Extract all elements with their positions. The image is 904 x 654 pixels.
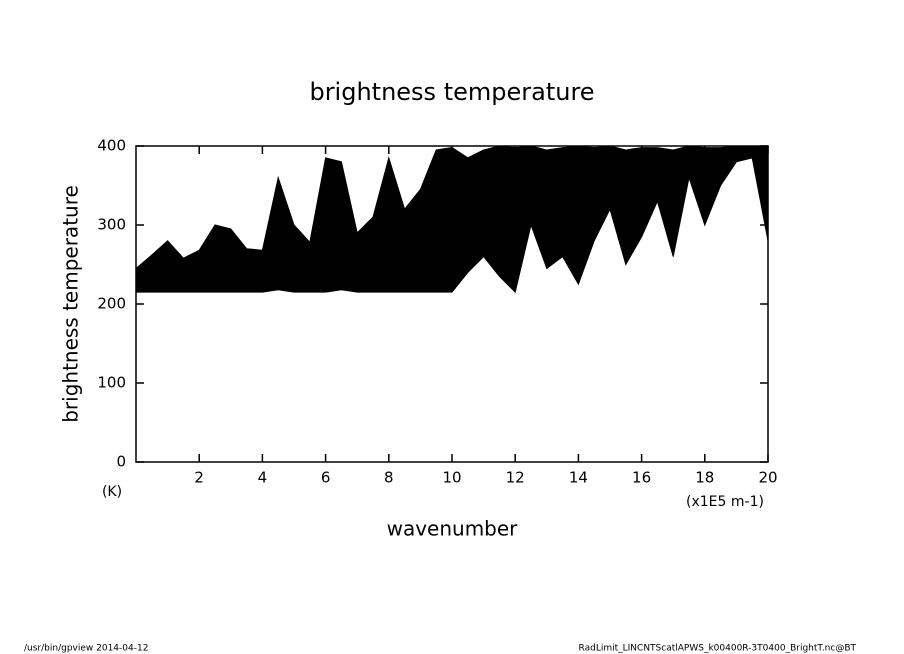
x-tick-label: 20 <box>758 469 777 487</box>
x-tick-label: 2 <box>194 469 204 487</box>
y-axis-label: brightness temperature <box>59 185 83 423</box>
band-area <box>135 145 769 294</box>
x-tick-label: 10 <box>442 469 461 487</box>
footer-right: RadLimit_LINCNTScatlAPWS_k00400R-3T0400_… <box>579 644 857 654</box>
x-tick-label: 18 <box>695 469 714 487</box>
x-tick-label: 4 <box>258 469 268 487</box>
y-tick-label: 300 <box>97 216 126 234</box>
x-tick-label: 6 <box>321 469 331 487</box>
y-tick-label: 200 <box>97 295 126 313</box>
x-axis-unit: (x1E5 m-1) <box>686 494 764 510</box>
y-axis-unit: (K) <box>102 484 122 500</box>
chart-title: brightness temperature <box>309 78 594 106</box>
x-tick-label: 12 <box>506 469 525 487</box>
x-tick-label: 8 <box>384 469 394 487</box>
x-axis-label: wavenumber <box>387 517 519 541</box>
x-tick-label: 16 <box>632 469 651 487</box>
y-tick-label: 0 <box>116 453 126 471</box>
y-tick-label: 400 <box>97 137 126 155</box>
x-tick-label: 14 <box>569 469 588 487</box>
footer-left: /usr/bin/gpview 2014-04-12 <box>24 644 148 654</box>
y-tick-label: 100 <box>97 374 126 392</box>
